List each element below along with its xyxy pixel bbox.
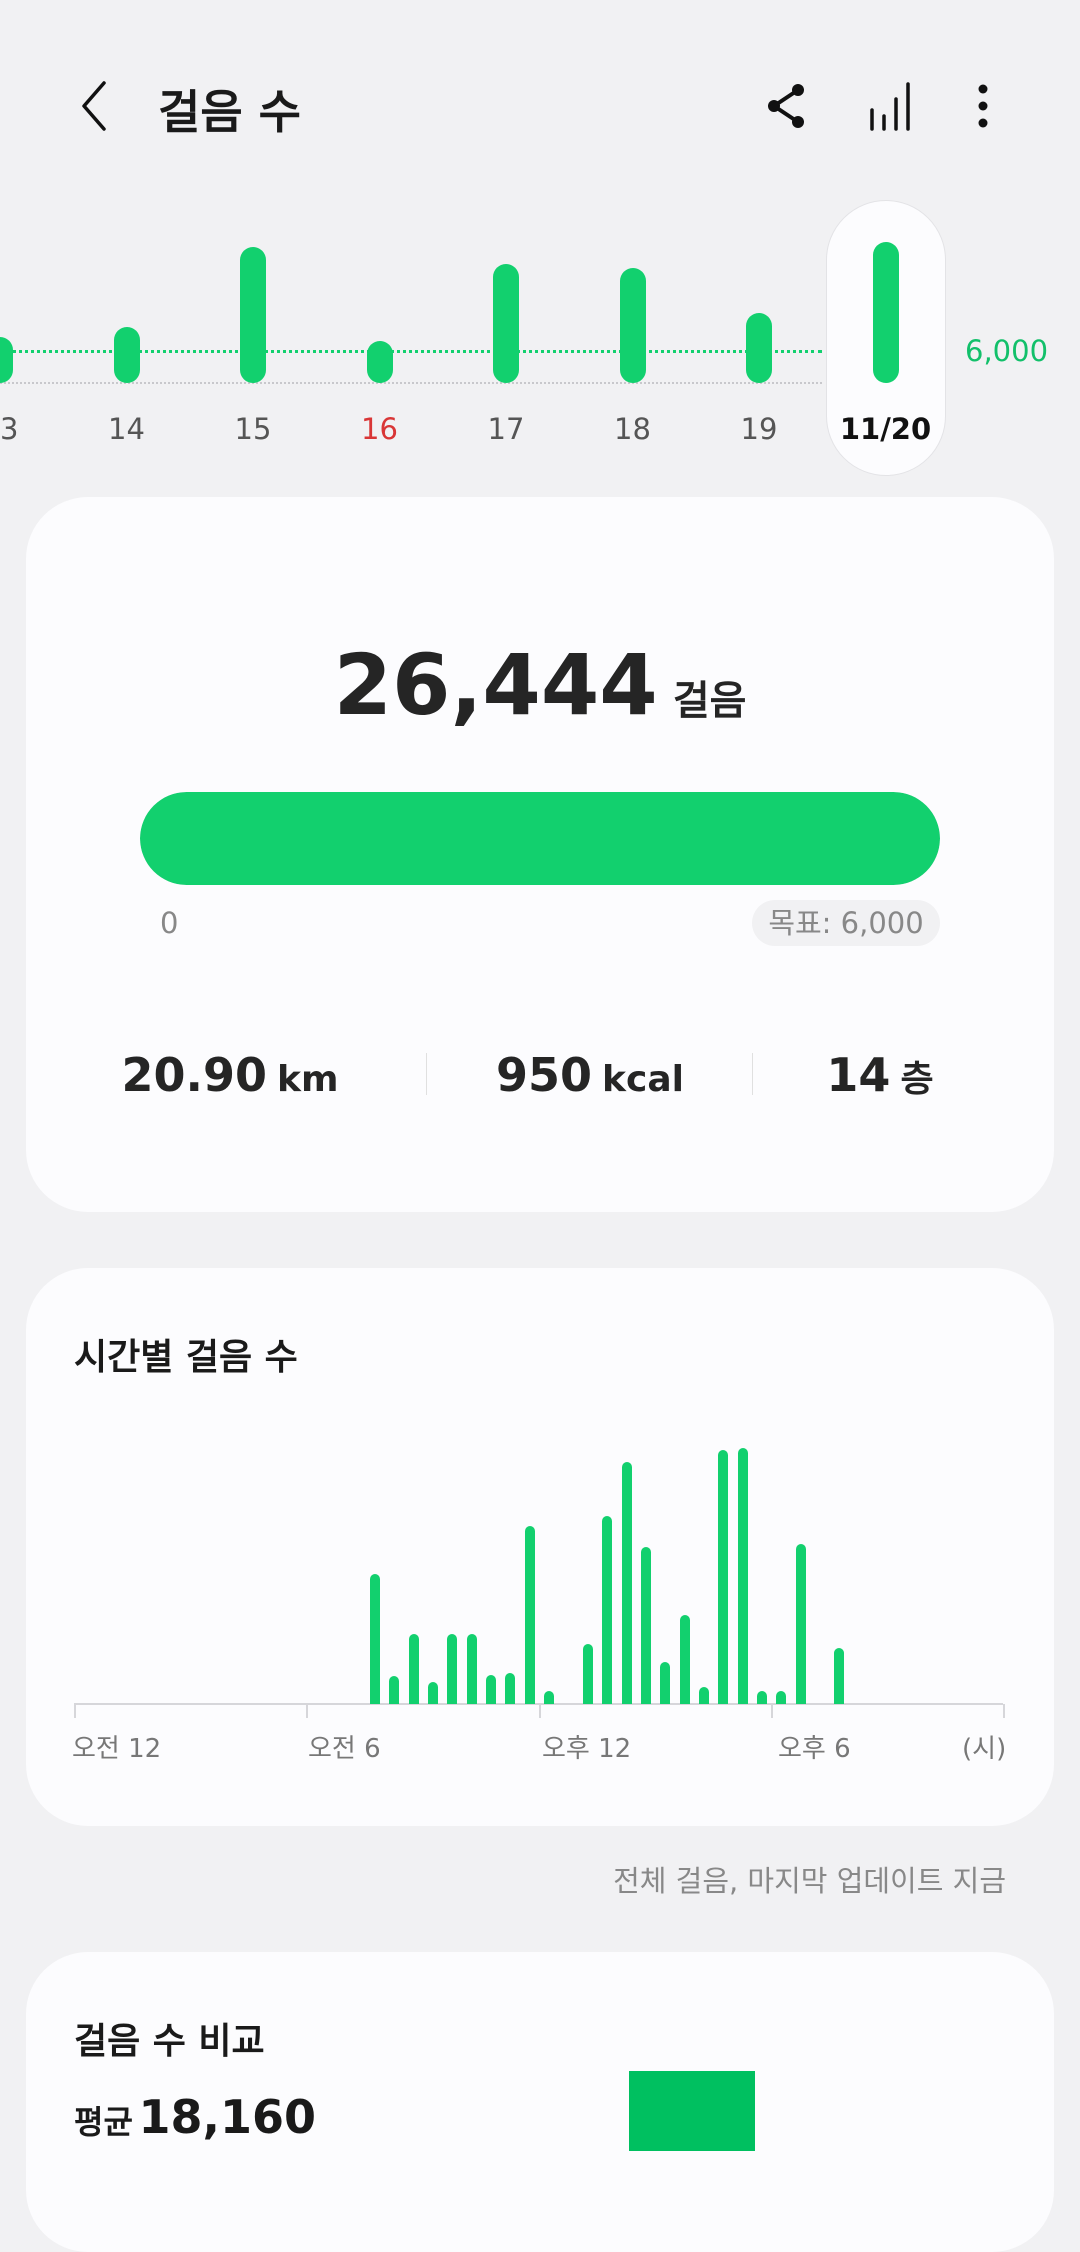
goal-progress-track <box>140 792 940 885</box>
hourly-bar[interactable] <box>466 1634 477 1704</box>
hourly-bar[interactable] <box>544 1690 555 1704</box>
day-label[interactable]: 19 <box>740 412 778 446</box>
x-tick <box>538 1704 541 1718</box>
floors-unit: 층 <box>900 1059 934 1100</box>
hourly-bar[interactable] <box>621 1462 632 1704</box>
average-steps: 평균 18,160 <box>74 2090 316 2144</box>
step-count: 26,444 걸음 <box>0 636 1080 734</box>
daily-bar[interactable] <box>872 241 899 383</box>
day-label[interactable]: 18 <box>614 412 651 446</box>
goal-line <box>0 350 822 353</box>
hourly-bar[interactable] <box>582 1643 593 1704</box>
day-label[interactable]: 11/20 <box>839 412 932 446</box>
x-tick-label: 오전 12 <box>72 1734 162 1764</box>
day-label[interactable]: 17 <box>487 412 525 446</box>
x-tick <box>74 1704 76 1718</box>
hourly-bar[interactable] <box>757 1690 768 1704</box>
average-value: 18,160 <box>138 2090 316 2144</box>
x-tick-label: 오후 6 <box>778 1734 851 1764</box>
daily-bar[interactable] <box>746 313 772 383</box>
average-label: 평균 <box>74 2103 133 2141</box>
compare-bar <box>629 2071 755 2151</box>
daily-bar[interactable] <box>240 247 266 383</box>
share-icon <box>768 84 804 128</box>
distance-value: 20.90 <box>121 1048 268 1102</box>
compare-title: 걸음 수 비교 <box>74 2021 265 2062</box>
share-button[interactable] <box>760 80 812 132</box>
hourly-bar[interactable] <box>834 1647 845 1704</box>
hourly-bar[interactable] <box>640 1546 651 1704</box>
goal-badge: 목표: 6,000 <box>752 900 940 946</box>
floors-stat: 14 층 <box>730 1048 1030 1102</box>
day-label[interactable]: 14 <box>108 412 145 446</box>
page-title: 걸음 수 <box>158 85 301 139</box>
hourly-bar[interactable] <box>505 1672 516 1704</box>
x-tick <box>1003 1704 1005 1718</box>
bar-chart-icon <box>870 82 910 131</box>
last-update-note: 전체 걸음, 마지막 업데이트 지금 <box>613 1864 1006 1898</box>
hourly-bar[interactable] <box>699 1687 709 1704</box>
x-tick-label: 오전 6 <box>308 1734 381 1764</box>
hourly-bar[interactable] <box>660 1661 671 1704</box>
daily-bar[interactable] <box>619 267 646 383</box>
floors-value: 14 <box>826 1048 891 1102</box>
hourly-steps-card[interactable] <box>26 1268 1054 1826</box>
distance-unit: km <box>277 1059 339 1100</box>
chevron-left-icon <box>82 81 106 131</box>
stat-divider <box>752 1053 753 1095</box>
more-vertical-icon <box>978 84 988 128</box>
hourly-bar[interactable] <box>389 1675 400 1704</box>
daily-bar[interactable] <box>366 340 393 383</box>
x-unit-label: (시) <box>962 1734 1007 1764</box>
calories-stat: 950 kcal <box>440 1048 740 1102</box>
hourly-bar[interactable] <box>428 1681 439 1704</box>
x-tick-label: 오후 12 <box>542 1734 632 1764</box>
hourly-bar[interactable] <box>486 1675 497 1704</box>
baseline <box>0 382 822 384</box>
stat-divider <box>426 1053 427 1095</box>
day-label[interactable]: 16 <box>361 412 398 446</box>
day-label[interactable]: 13 <box>0 412 19 446</box>
more-button[interactable] <box>958 78 1008 134</box>
distance-stat: 20.90 km <box>80 1048 380 1102</box>
daily-bar[interactable] <box>113 327 140 383</box>
x-tick <box>770 1704 773 1718</box>
goal-value-label: 6,000 <box>965 334 1049 368</box>
goal-progress-fill <box>140 792 940 885</box>
daily-bar[interactable] <box>493 264 519 383</box>
progress-min-label: 0 <box>160 906 179 940</box>
calories-unit: kcal <box>602 1059 684 1100</box>
chart-button[interactable] <box>864 78 916 134</box>
daily-bar[interactable] <box>0 337 13 383</box>
hourly-bar[interactable] <box>447 1633 458 1704</box>
hourly-bar[interactable] <box>408 1633 419 1704</box>
hourly-bar[interactable] <box>369 1574 380 1704</box>
step-count-value: 26,444 <box>333 636 658 734</box>
hourly-bar[interactable] <box>602 1516 613 1704</box>
hourly-chart-title: 시간별 걸음 수 <box>74 1337 298 1378</box>
x-tick <box>306 1704 309 1718</box>
hourly-bar[interactable] <box>737 1448 748 1704</box>
hourly-bar[interactable] <box>795 1544 806 1704</box>
calories-value: 950 <box>496 1048 593 1102</box>
hourly-bar[interactable] <box>524 1525 535 1704</box>
hourly-bar[interactable] <box>679 1615 690 1704</box>
hourly-bar[interactable] <box>718 1449 729 1704</box>
step-count-unit: 걸음 <box>672 678 747 724</box>
day-label[interactable]: 15 <box>234 412 272 446</box>
back-button[interactable] <box>70 78 116 134</box>
hourly-bar[interactable] <box>776 1690 787 1704</box>
